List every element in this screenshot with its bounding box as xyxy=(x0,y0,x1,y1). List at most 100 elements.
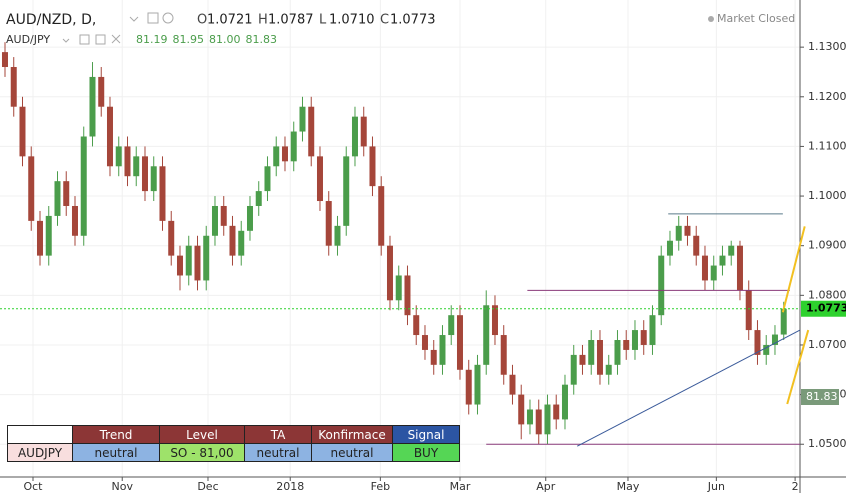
candle-body xyxy=(98,76,105,107)
candle-body xyxy=(63,181,70,206)
candle-body xyxy=(378,186,385,246)
candle-body xyxy=(246,205,253,231)
x-tick-label: Oct xyxy=(23,480,43,493)
table-cell: Trend xyxy=(72,425,160,444)
candle-body xyxy=(710,265,717,281)
candle-body xyxy=(553,404,560,420)
candle-body xyxy=(754,330,761,355)
candle-body xyxy=(115,146,122,167)
x-tick-label: Nov xyxy=(112,480,134,493)
ohlc-prefix: H xyxy=(258,13,268,28)
candle-body xyxy=(421,335,428,350)
y-tick-label: 1.0500 xyxy=(808,437,846,450)
x-tick-label: Dec xyxy=(197,480,218,493)
candle-body xyxy=(325,201,332,246)
table-cell: Konfirmace xyxy=(311,425,393,444)
candle-body xyxy=(19,106,26,157)
ohlc-value: 1.0773 xyxy=(390,13,436,28)
candle-body xyxy=(614,340,621,365)
candle-body xyxy=(684,225,691,236)
candle-body xyxy=(491,305,498,336)
candle-body xyxy=(596,340,603,375)
candle-body xyxy=(386,245,393,301)
compare-value: 81.95 xyxy=(173,33,205,46)
table-cell: Level xyxy=(159,425,245,444)
candle-body xyxy=(728,245,735,256)
x-tick-label: 2 xyxy=(792,480,799,493)
candle-body xyxy=(124,146,131,177)
table-cell: neutral xyxy=(244,443,312,462)
candle-body xyxy=(89,76,96,137)
candle-body xyxy=(640,330,647,345)
table-cell: neutral xyxy=(311,443,393,462)
candle-body xyxy=(771,334,778,345)
candle-body xyxy=(465,369,472,405)
ohlc-value: 1.0710 xyxy=(329,13,375,28)
ohlc-value: 1.0787 xyxy=(268,13,314,28)
compare-value: 81.19 xyxy=(136,33,168,46)
drawn-line xyxy=(576,329,801,447)
candle-body xyxy=(579,354,586,365)
compare-value: 81.83 xyxy=(246,33,278,46)
y-tick-label: 1.0900 xyxy=(808,239,846,252)
candle-body xyxy=(45,215,52,256)
candle-body xyxy=(404,275,411,316)
table-cell: TA xyxy=(244,425,312,444)
candle-body xyxy=(255,191,262,206)
candle-body xyxy=(106,106,113,167)
candle-body xyxy=(176,255,183,276)
signal-table: Trend Level TA Konfirmace Signal AUDJPY neutra… xyxy=(7,425,460,462)
candle-body xyxy=(631,330,638,350)
candle-body xyxy=(150,166,157,192)
header-icons xyxy=(62,12,174,45)
table-cell: SO - 81,00 xyxy=(159,443,245,462)
candle-body xyxy=(1,52,8,68)
candle-body xyxy=(334,225,341,246)
table-cell: BUY xyxy=(392,443,460,462)
candle-body xyxy=(71,205,78,236)
candle-body xyxy=(238,230,245,256)
candle-body xyxy=(273,146,280,167)
candle-body xyxy=(500,335,507,375)
candle-body xyxy=(780,308,787,335)
x-tick-label: May xyxy=(617,480,640,493)
table-cell: Signal xyxy=(392,425,460,444)
x-tick-label: Feb xyxy=(371,480,390,493)
candle-body xyxy=(351,116,358,157)
candle-body xyxy=(456,315,463,370)
y-tick-label: 1.1000 xyxy=(808,189,846,202)
table-cell: AUDJPY xyxy=(7,443,73,462)
last-price-label: 1.0773 xyxy=(806,302,846,315)
candle-body xyxy=(159,166,166,221)
ohlc-prefix: L xyxy=(319,13,327,28)
x-tick-label: Jun xyxy=(707,480,725,493)
candle-body xyxy=(701,255,708,281)
candle-body xyxy=(168,220,175,256)
compare-value: 81.00 xyxy=(209,33,241,46)
candles xyxy=(1,42,787,445)
x-tick-label: Mar xyxy=(450,480,471,493)
compare-price-tag xyxy=(801,389,839,405)
status-dot xyxy=(708,16,714,22)
candle-body xyxy=(570,354,577,385)
table-cell xyxy=(7,425,73,444)
table-header: Trend Level TA Konfirmace Signal xyxy=(7,425,460,444)
table-row: AUDJPY neutral SO - 81,00 neutral neutral BUY xyxy=(7,443,460,462)
candle-body xyxy=(413,315,420,336)
y-tick-label: 1.0800 xyxy=(808,288,846,301)
candle-body xyxy=(675,225,682,241)
candle-body xyxy=(693,235,700,256)
drawn-line xyxy=(781,226,806,313)
candle-body xyxy=(649,315,656,345)
y-tick-label: 1.1200 xyxy=(808,90,846,103)
candle-body xyxy=(316,156,323,202)
compare-price-label: 81.83 xyxy=(806,390,838,403)
candle-body xyxy=(28,156,35,221)
candle-body xyxy=(561,384,568,420)
candle-body xyxy=(369,146,376,187)
candle-body xyxy=(54,181,61,216)
candle-body xyxy=(395,275,402,301)
candle-body xyxy=(623,340,630,350)
